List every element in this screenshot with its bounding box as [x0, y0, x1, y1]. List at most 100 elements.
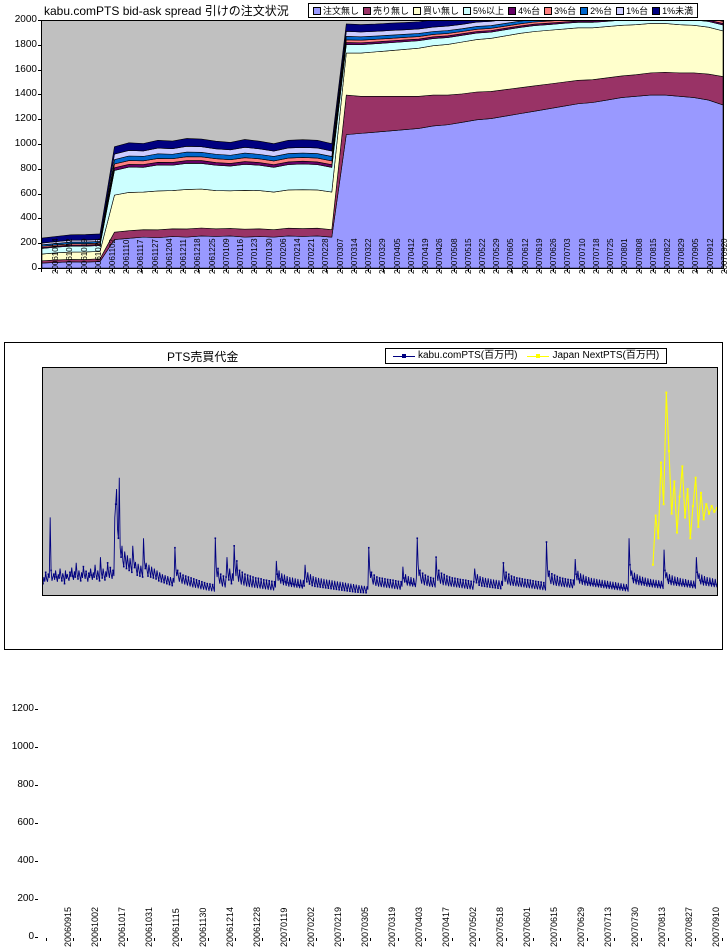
line-marker — [168, 583, 171, 586]
x-axis-tick — [652, 269, 654, 272]
line-marker — [551, 573, 553, 575]
line-marker — [201, 580, 203, 583]
x-axis-tick — [112, 269, 114, 272]
line-marker — [324, 587, 327, 589]
line-marker — [507, 573, 510, 575]
line-marker — [678, 495, 681, 498]
x-axis-tick — [311, 269, 313, 272]
line-marker — [705, 503, 708, 506]
legend-swatch-icon — [616, 6, 625, 15]
line-marker — [548, 570, 550, 573]
line-marker — [486, 585, 489, 588]
x-axis-tick — [211, 269, 213, 272]
line-marker — [71, 575, 74, 577]
line-marker — [521, 578, 524, 580]
line-marker — [662, 503, 665, 506]
x-axis-tick — [424, 938, 426, 941]
line-marker — [308, 583, 311, 585]
line-marker — [416, 537, 419, 540]
line-marker — [591, 582, 594, 585]
x-axis-tick — [559, 938, 561, 941]
bottom-legend-item-1: Japan NextPTS(百万円) — [527, 351, 659, 361]
top-legend-label: 3%台 — [554, 5, 577, 16]
line-marker — [510, 575, 513, 577]
y-axis-tick — [38, 243, 41, 245]
line-marker — [665, 391, 668, 394]
top-legend-item-7: 1%台 — [616, 6, 648, 16]
bottom-chart-legend: kabu.comPTS(百万円) Japan NextPTS(百万円) — [385, 348, 668, 364]
line-marker — [319, 586, 322, 588]
y-axis-tick-label: 800 — [17, 779, 34, 790]
line-marker — [44, 571, 47, 574]
line-marker — [141, 576, 144, 578]
x-axis-tick — [553, 269, 555, 272]
line-marker — [303, 585, 305, 587]
x-axis-tick-label: 20070910 — [711, 906, 722, 947]
line-marker — [618, 586, 620, 589]
line-marker — [112, 569, 114, 572]
x-axis-tick — [41, 269, 42, 272]
y-axis-tick-label: 400 — [20, 212, 37, 224]
x-axis-tick — [396, 269, 398, 272]
line-marker — [413, 583, 416, 585]
line-marker — [516, 577, 518, 579]
bottom-legend-label: Japan NextPTS(百万円) — [552, 350, 660, 361]
line-marker — [443, 573, 445, 576]
line-marker — [491, 586, 494, 589]
bottom-chart-title: PTS売買代金 — [167, 350, 239, 364]
top-chart-panel: kabu.comPTS bid-ask spread 引けの注文状況 注文無し 売… — [0, 0, 727, 336]
x-axis-tick — [496, 269, 498, 272]
line-marker — [683, 516, 686, 519]
x-axis-tick — [254, 269, 256, 272]
line-marker — [435, 556, 437, 558]
line-marker — [195, 579, 198, 581]
x-axis-tick-label: 20070502 — [468, 906, 479, 947]
x-axis-tick — [370, 938, 372, 941]
line-marker — [90, 574, 93, 576]
line-marker — [497, 587, 499, 589]
x-axis-tick-label: 20061017 — [116, 906, 127, 947]
x-axis-tick-label: 20070629 — [576, 906, 587, 947]
line-marker — [713, 510, 716, 513]
y-axis-tick-label: 800 — [20, 162, 37, 174]
x-axis-tick — [354, 269, 356, 272]
line-marker — [332, 588, 335, 590]
y-axis-tick — [38, 193, 41, 195]
line-marker — [260, 578, 262, 580]
line-marker — [545, 541, 548, 543]
line-marker — [249, 575, 252, 577]
x-axis-tick — [397, 938, 399, 941]
x-axis-tick — [368, 269, 370, 272]
x-axis-tick — [127, 938, 129, 941]
x-axis-tick — [667, 938, 669, 941]
line-marker — [456, 578, 459, 580]
line-marker — [351, 590, 354, 593]
line-marker — [238, 569, 241, 572]
line-marker — [446, 575, 448, 577]
x-axis-tick — [339, 269, 341, 272]
x-axis-tick — [681, 269, 683, 272]
x-axis-tick-label: 20070319 — [387, 906, 397, 947]
line-marker — [198, 580, 200, 582]
line-marker — [128, 569, 130, 572]
x-axis-tick-label: 20061002 — [89, 906, 100, 947]
line-marker — [381, 577, 384, 580]
line-marker — [63, 582, 66, 585]
line-marker — [505, 571, 507, 574]
line-marker — [623, 587, 626, 589]
x-axis-tick — [262, 938, 264, 941]
line-marker — [427, 575, 429, 578]
x-axis-tick — [410, 269, 412, 272]
x-axis-tick-label: 20070219 — [332, 906, 343, 947]
line-marker — [50, 569, 52, 572]
line-marker — [343, 589, 346, 592]
line-marker — [483, 585, 486, 588]
bottom-chart-panel: PTS売買代金 kabu.comPTS(百万円) Japan NextPTS(百万… — [4, 342, 723, 947]
line-marker — [297, 584, 300, 586]
line-marker — [104, 579, 106, 581]
line-marker — [537, 580, 540, 583]
line-marker — [370, 571, 373, 574]
line-marker — [712, 583, 715, 585]
line-series-japannext — [652, 392, 717, 565]
line-marker — [114, 503, 117, 505]
